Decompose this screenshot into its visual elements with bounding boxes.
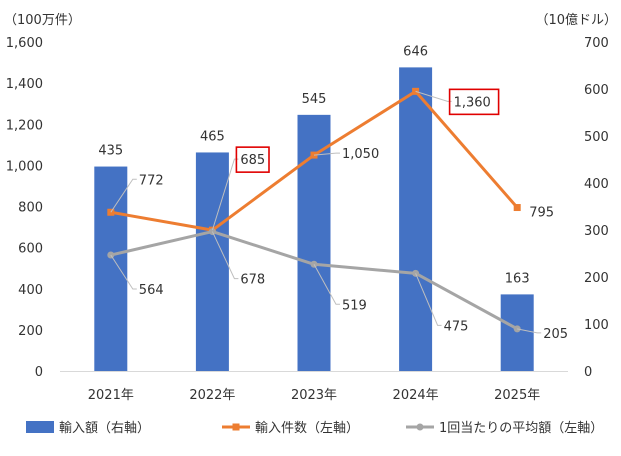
line-data-label: 1,360	[454, 95, 491, 110]
right-axis-unit-label: （10億ドル）	[535, 12, 617, 28]
x-axis-category-label: 2021年	[88, 388, 134, 403]
left-axis-tick-label: 0	[35, 365, 43, 380]
line-data-label: 772	[139, 173, 164, 188]
left-axis-tick-label: 1,200	[6, 118, 43, 133]
left-axis-tick-label: 600	[18, 242, 43, 257]
legend-label: 輸入額（右軸）	[59, 421, 150, 436]
import-count-marker	[513, 204, 521, 212]
left-axis-tick-label: 800	[18, 201, 43, 216]
leader-line	[110, 254, 137, 290]
legend-swatch-marker	[416, 423, 424, 431]
x-axis-category-label: 2023年	[291, 388, 337, 403]
bar	[195, 152, 229, 371]
legend-swatch-marker	[232, 423, 240, 431]
bar-data-label: 163	[505, 271, 530, 286]
bar	[94, 166, 128, 371]
line-data-label: 475	[444, 319, 469, 334]
leader-line	[313, 152, 340, 156]
right-axis-tick-label: 500	[584, 130, 609, 145]
leader-line	[517, 328, 542, 334]
axes: （100万件） （10億ドル） 0 200 400 600 800 1,000 1,200 1,4…	[4, 12, 617, 403]
line-data-label: 678	[240, 273, 265, 288]
leader-line	[110, 178, 137, 213]
right-axis-tick-label: 600	[584, 83, 609, 98]
bar-data-label: 435	[98, 144, 123, 159]
right-axis-tick-label: 200	[584, 271, 609, 286]
left-axis-tick-label: 1,400	[6, 77, 43, 92]
x-axis-category-label: 2025年	[494, 388, 540, 403]
right-axis-tick-label: 0	[584, 365, 592, 380]
left-axis-tick-label: 1,000	[6, 159, 43, 174]
legend-label: 1回当たりの平均額（左軸）	[439, 421, 603, 436]
right-axis-tick-label: 300	[584, 224, 609, 239]
line-data-label: 685	[240, 153, 265, 168]
leader-line	[313, 264, 340, 305]
legend-swatch-bar	[26, 421, 54, 433]
bar-data-label: 545	[302, 92, 327, 107]
line-data-label: 564	[139, 283, 164, 298]
legend-label: 輸入件数（左軸）	[255, 421, 359, 436]
line-data-label: 205	[543, 327, 568, 342]
highlight-box	[235, 146, 270, 173]
line-data-label: 795	[529, 206, 554, 221]
line-data-label: 1,050	[342, 147, 379, 162]
x-axis-category-label: 2022年	[189, 388, 235, 403]
legend: 輸入額（右軸） 輸入件数（左軸） 1回当たりの平均額（左軸）	[26, 421, 603, 436]
right-axis-tick-label: 400	[584, 177, 609, 192]
bar-data-label: 465	[200, 129, 225, 144]
leader-line	[415, 273, 442, 326]
left-axis-tick-label: 200	[18, 324, 43, 339]
left-axis-unit-label: （100万件）	[4, 13, 81, 28]
data-label-layer: 435 465 545 646 163 772 685 1,050 1,360 795 564 678…	[98, 44, 568, 341]
left-axis-tick-label: 400	[18, 283, 43, 298]
bar-series-layer	[94, 67, 534, 371]
x-axis-category-label: 2024年	[393, 388, 439, 403]
left-axis-tick-label: 1,600	[6, 36, 43, 51]
right-axis-tick-label: 100	[584, 318, 609, 333]
bar	[399, 67, 433, 371]
right-axis-tick-label: 700	[584, 36, 609, 51]
leader-line	[211, 231, 239, 280]
line-data-label: 519	[342, 298, 367, 313]
bar-data-label: 646	[403, 44, 428, 59]
bar	[500, 294, 534, 371]
highlight-box	[448, 88, 500, 116]
